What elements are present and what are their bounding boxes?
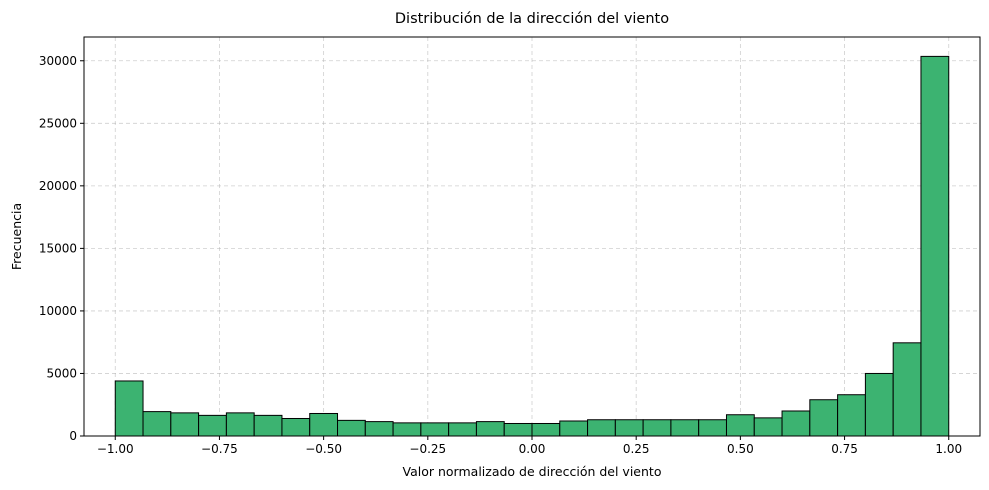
histogram-bar xyxy=(364,421,394,437)
y-tick-label: 10000 xyxy=(39,304,77,318)
histogram-bar xyxy=(475,421,505,437)
x-tick-label: 0.00 xyxy=(519,442,546,456)
y-tick-label: 25000 xyxy=(39,116,77,130)
histogram-bar xyxy=(864,372,894,437)
x-tick-label: 0.25 xyxy=(623,442,650,456)
x-tick-label: 1.00 xyxy=(935,442,962,456)
x-axis: −1.00 −0.75 −0.50 −0.25 0.00 0.25 0.50 0.75 1.00 xyxy=(97,436,962,456)
histogram-bar xyxy=(448,422,477,437)
y-tick-label: 30000 xyxy=(39,54,77,68)
histogram-bar xyxy=(503,422,533,437)
histogram-bar xyxy=(725,414,755,437)
histogram-bar xyxy=(587,419,616,437)
histogram-bar xyxy=(753,417,783,437)
histogram-bar xyxy=(837,394,866,437)
histogram-bar xyxy=(392,422,422,437)
histogram-bar xyxy=(920,55,950,437)
histogram-bar xyxy=(642,419,672,437)
histogram-bar xyxy=(253,414,283,437)
x-tick-label: −0.75 xyxy=(201,442,238,456)
x-tick-label: −0.25 xyxy=(409,442,446,456)
x-tick-label: −1.00 xyxy=(97,442,134,456)
histogram-bar xyxy=(309,412,339,437)
y-tick-label: 0 xyxy=(69,429,77,443)
histogram-bar xyxy=(892,342,922,437)
grid-layer xyxy=(84,37,980,437)
histogram-bar xyxy=(420,422,450,437)
x-tick-label: −0.50 xyxy=(305,442,342,456)
histogram-bar xyxy=(337,419,366,437)
bars-layer xyxy=(114,55,950,437)
histogram-bar xyxy=(809,399,839,437)
histogram-bar xyxy=(170,412,200,437)
histogram-bar xyxy=(281,417,311,437)
y-tick-label: 5000 xyxy=(46,366,77,380)
x-tick-label: 0.75 xyxy=(831,442,858,456)
histogram-bar xyxy=(698,419,727,437)
histogram-bar xyxy=(114,380,144,437)
y-axis: 0 5000 10000 15000 20000 25000 30000 xyxy=(39,54,84,443)
y-tick-label: 20000 xyxy=(39,179,77,193)
histogram-bar xyxy=(781,410,811,437)
x-tick-label: 0.50 xyxy=(727,442,754,456)
y-axis-label: Frecuencia xyxy=(9,203,24,270)
histogram-bar xyxy=(225,412,255,437)
histogram-bar xyxy=(559,420,589,437)
histogram-bar xyxy=(670,419,700,437)
y-tick-label: 15000 xyxy=(39,241,77,255)
chart-title: Distribución de la dirección del viento xyxy=(395,11,669,27)
histogram-bar xyxy=(198,414,227,437)
histogram-bar xyxy=(531,422,561,437)
histogram-bar xyxy=(614,419,644,437)
histogram-bar xyxy=(142,411,172,437)
x-axis-label: Valor normalizado de dirección del vient… xyxy=(403,464,662,479)
